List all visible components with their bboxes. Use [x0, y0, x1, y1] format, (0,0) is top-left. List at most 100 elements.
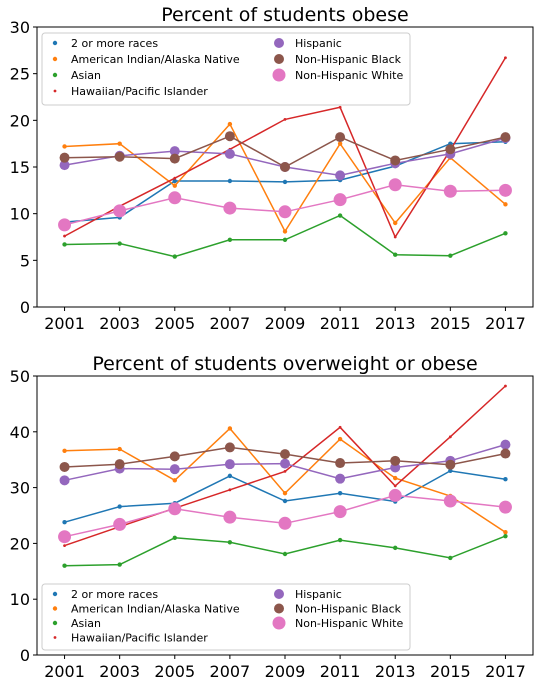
data-point [168, 502, 182, 516]
data-point [114, 459, 125, 470]
x-tick-label: 2005 [154, 662, 195, 681]
legend-marker [52, 40, 58, 46]
series-line [64, 214, 506, 258]
x-tick-label: 2013 [375, 314, 416, 333]
data-point [227, 121, 233, 127]
data-point [338, 425, 342, 429]
data-point [117, 446, 122, 452]
data-point [500, 448, 511, 459]
data-point [173, 176, 177, 180]
series-line [64, 427, 506, 533]
y-tick-label: 0 [20, 298, 30, 317]
data-point [503, 533, 508, 539]
x-tick-label: 2017 [485, 314, 526, 333]
data-point [278, 516, 292, 530]
series-hawaiian-pacific-islander [63, 384, 507, 548]
legend-marker [272, 68, 286, 82]
data-point [443, 184, 457, 198]
data-point [504, 384, 507, 388]
legend-marker [52, 72, 58, 78]
data-point [117, 141, 122, 146]
data-point [117, 241, 122, 246]
data-point [224, 442, 235, 453]
data-point [59, 475, 70, 486]
data-point [62, 242, 67, 247]
data-point [390, 155, 401, 166]
chart-title: Percent of students overweight or obese [92, 353, 477, 375]
series-asian [62, 533, 508, 568]
x-tick-label: 2007 [210, 314, 251, 333]
legend-marker [274, 589, 284, 599]
legend-marker [52, 606, 58, 611]
y-tick-label: 20 [10, 534, 30, 553]
data-point [282, 179, 288, 185]
x-tick-label: 2015 [430, 662, 471, 681]
x-tick-label: 2011 [320, 662, 361, 681]
data-point [393, 545, 398, 551]
data-point [224, 131, 235, 142]
x-tick-label: 2005 [154, 314, 195, 333]
series-non-hispanic-black [59, 442, 511, 472]
legend-label: Asian [71, 617, 101, 630]
data-point [59, 152, 70, 163]
chart-title: Percent of students obese [161, 4, 408, 26]
data-point [117, 562, 122, 567]
data-point [443, 494, 457, 508]
legend-label: Hawaiian/Pacific Islander [71, 85, 208, 98]
series-non-hispanic-black [59, 131, 511, 172]
data-point [448, 555, 453, 561]
x-tick-label: 2013 [375, 662, 416, 681]
data-point [282, 551, 288, 557]
data-point [280, 162, 290, 172]
data-point [445, 144, 456, 155]
data-point [227, 178, 233, 184]
data-point [62, 519, 67, 525]
legend-label: American Indian/Alaska Native [71, 603, 240, 616]
data-point [228, 488, 232, 492]
x-tick-label: 2009 [265, 314, 306, 333]
data-point [500, 439, 511, 450]
series-line [64, 535, 506, 567]
chart-2: Percent of students overweight or obese 0… [10, 353, 534, 681]
data-point [113, 204, 127, 218]
data-point [62, 448, 67, 453]
legend-label: Non-Hispanic White [295, 69, 403, 82]
data-point [58, 218, 72, 232]
x-tick-label: 2017 [485, 662, 526, 681]
data-point [337, 141, 343, 146]
y-tick-label: 25 [10, 65, 30, 84]
data-point [333, 193, 347, 207]
x-tick-label: 2007 [210, 662, 251, 681]
data-point [227, 540, 233, 545]
legend-marker [272, 616, 286, 630]
x-tick-label: 2003 [99, 314, 140, 333]
data-point [338, 105, 342, 109]
legend-label: Hawaiian/Pacific Islander [71, 632, 208, 645]
data-point [223, 201, 237, 215]
data-point [63, 234, 66, 238]
data-point [448, 468, 453, 474]
legend-label: Non-Hispanic White [295, 617, 403, 630]
y-tick-label: 0 [20, 646, 30, 665]
data-point [168, 191, 182, 205]
data-point [169, 451, 180, 462]
data-point [169, 153, 180, 164]
data-point [169, 146, 180, 157]
legend-label: 2 or more races [71, 37, 158, 50]
data-point [337, 490, 343, 496]
data-point [280, 449, 290, 460]
y-tick-label: 15 [10, 158, 30, 177]
data-point [62, 563, 67, 568]
data-point [224, 148, 235, 159]
data-point [227, 426, 233, 431]
data-point [169, 464, 180, 475]
x-tick-label: 2009 [265, 662, 306, 681]
legend-marker [274, 603, 284, 614]
data-point [335, 170, 346, 181]
legend-marker [52, 56, 58, 62]
legend: 2 or more races American Indian/Alaska Na… [41, 32, 411, 106]
data-point [448, 435, 452, 439]
data-point [503, 530, 508, 535]
series-non-hispanic-white [58, 178, 512, 232]
